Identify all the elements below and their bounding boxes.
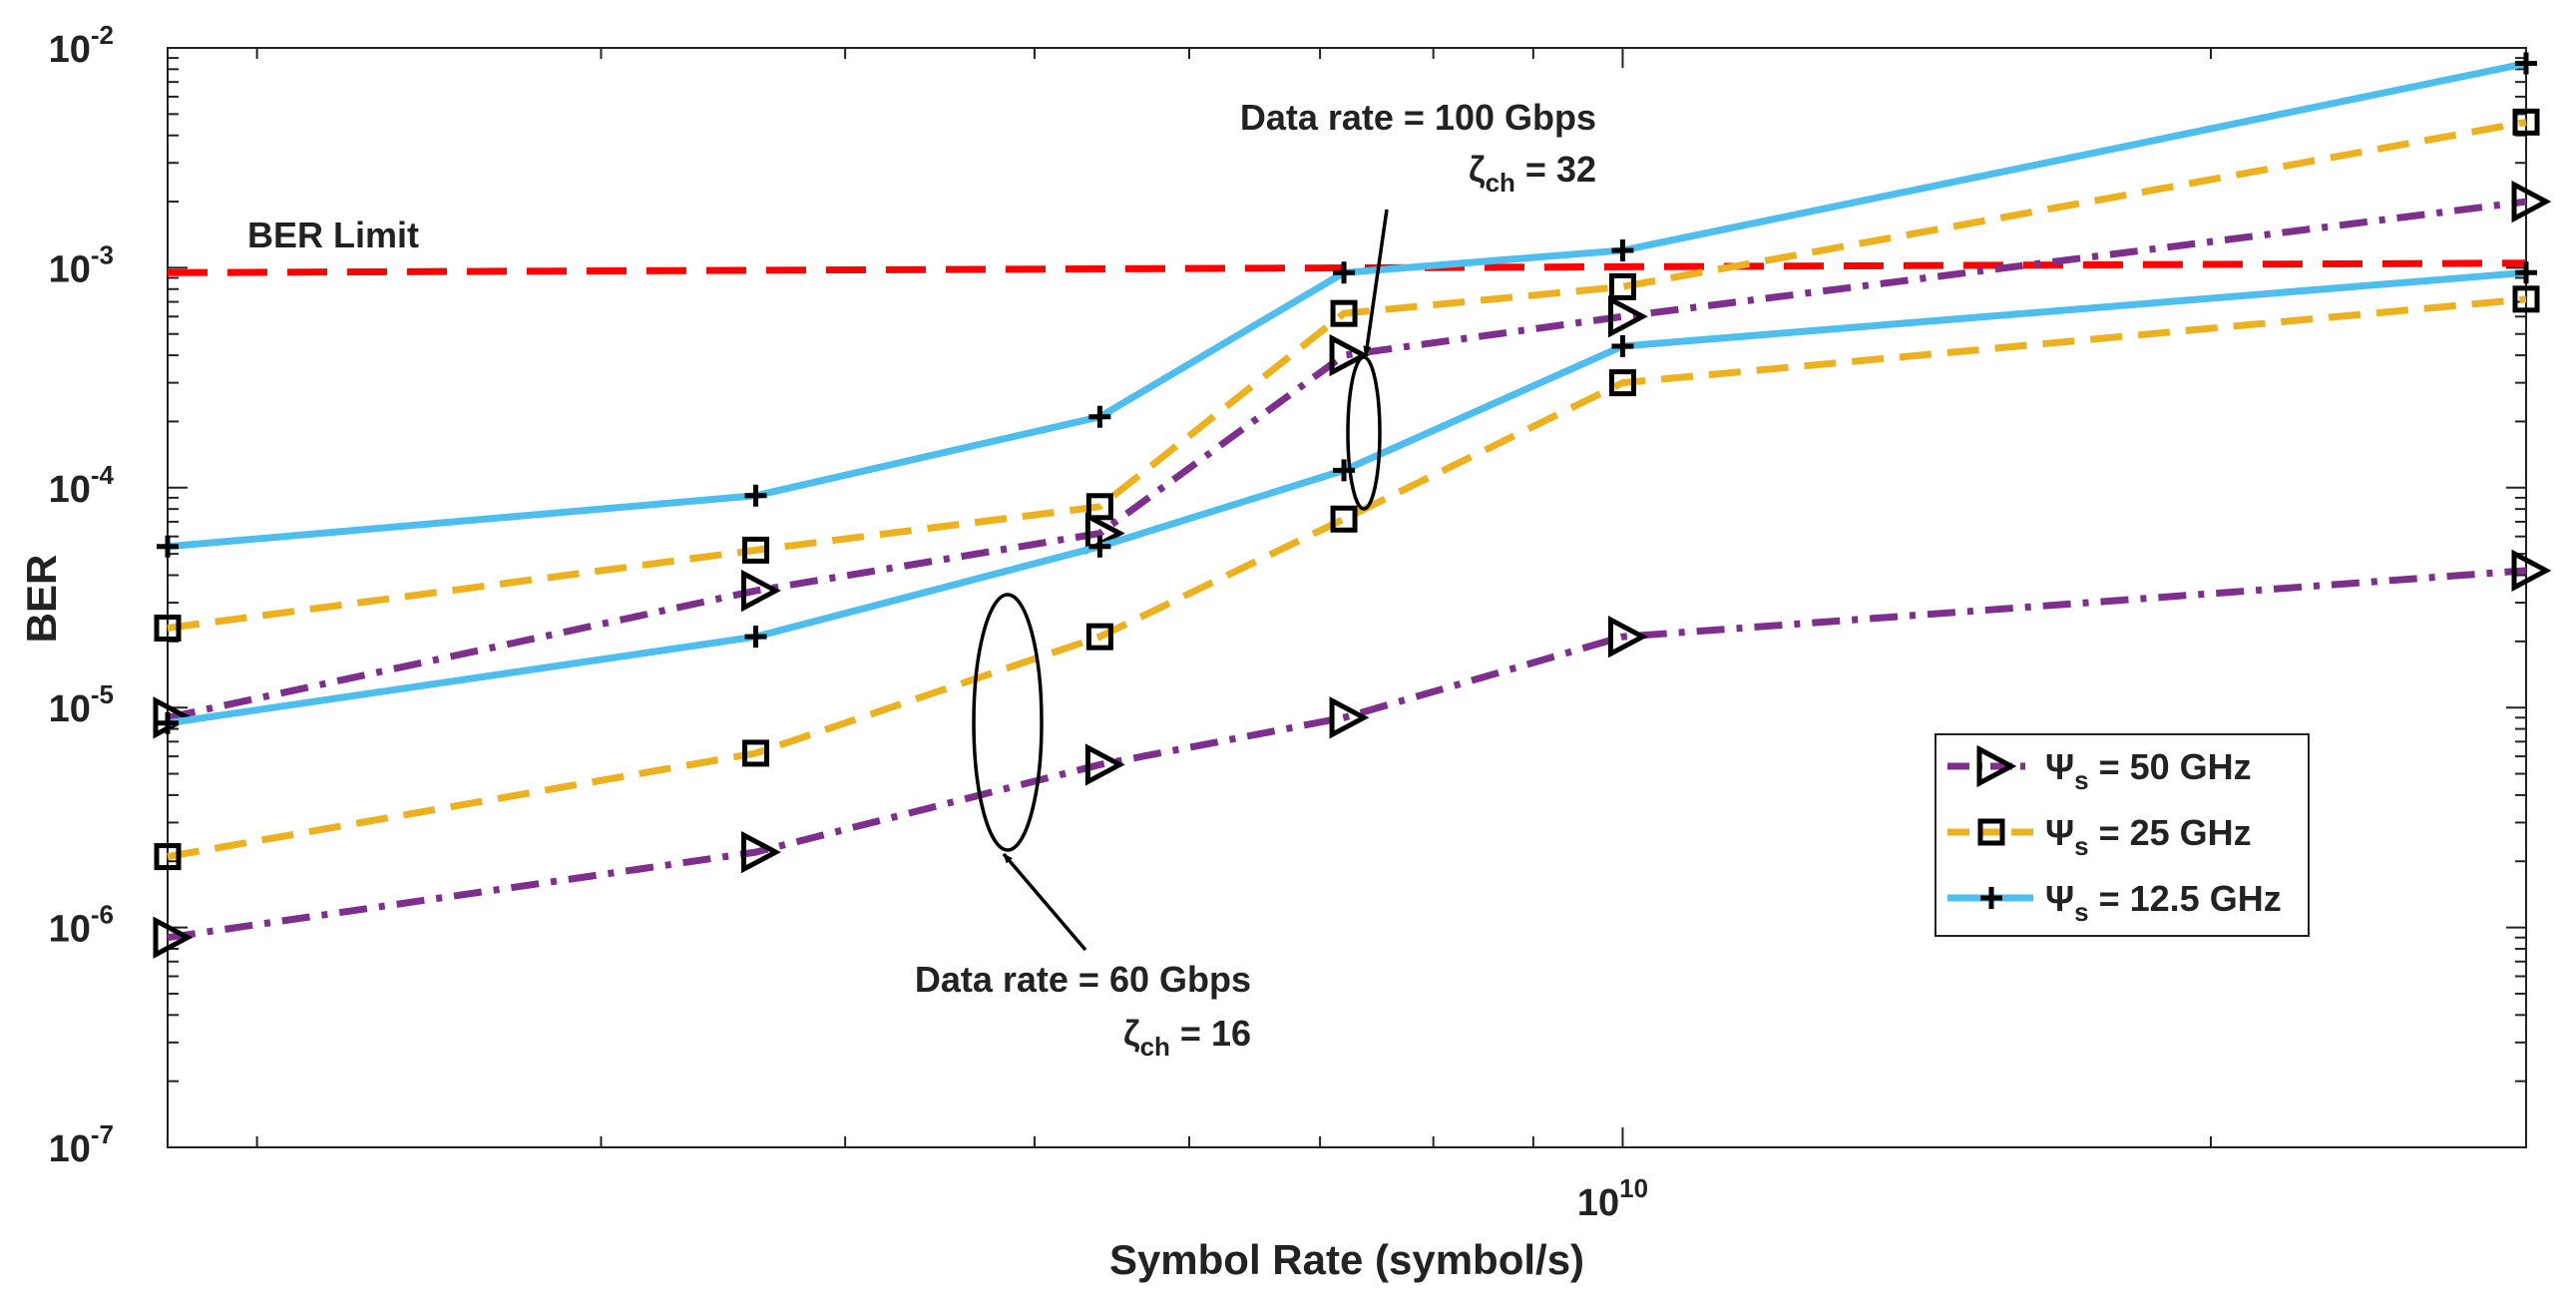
legend-label: Ψs = 50 GHz [2045, 746, 2252, 795]
marker-triangle [1607, 616, 1648, 658]
y-tick-label: 10-3 [49, 239, 114, 290]
y-tick-label: 10-7 [49, 1119, 114, 1170]
legend-entry: Ψs = 50 GHz [1947, 744, 2252, 795]
marker-square [154, 843, 182, 871]
marker-triangle [741, 830, 781, 874]
marker-triangle [1329, 696, 1370, 739]
y-tick-label: 10-5 [49, 679, 114, 730]
marker-plus [2515, 52, 2537, 75]
marker-square [1085, 493, 1113, 521]
marker-square [1330, 299, 1358, 327]
marker-triangle [153, 696, 194, 739]
legend: Ψs = 50 GHz Ψs = 25 GHz Ψs = 12.5 GHz [1934, 733, 2310, 937]
annotation-100gbps-line1: Data rate = 100 Gbps [1240, 97, 1596, 138]
zeta-subscript: ch [1486, 168, 1515, 198]
ber-limit-label: BER Limit [247, 215, 419, 255]
annotation-ellipse-100gbps [1346, 355, 1382, 511]
zeta-symbol: ζ [1469, 149, 1486, 190]
marker-plus [1088, 535, 1111, 558]
y-tick-label: 10-2 [49, 20, 114, 71]
marker-square [2512, 108, 2540, 136]
legend-label: Ψs = 12.5 GHz [2045, 878, 2282, 927]
zeta-symbol: ζ [1123, 1013, 1140, 1054]
ber-limit-line [167, 259, 2527, 276]
series-line [167, 295, 2527, 861]
marker-plus [2515, 261, 2537, 284]
legend-label: Ψs = 25 GHz [2045, 812, 2252, 861]
series-line [167, 567, 2527, 942]
marker-triangle [153, 916, 194, 959]
marker-square [1608, 369, 1636, 397]
marker-square [1977, 818, 2005, 846]
x-tick-labels: 1010 [1577, 1173, 1648, 1224]
marker-triangle [1607, 295, 1648, 338]
annotation-arrow-100gbps [1363, 209, 1389, 356]
series-0 [153, 180, 2552, 739]
series-line [167, 118, 2527, 632]
annotation-100gbps-line2: ζch = 32 [1469, 149, 1596, 198]
series-layer [153, 52, 2552, 959]
marker-triangle [2511, 180, 2552, 223]
y-tick-label: 10-4 [49, 460, 115, 511]
ber-limit-layer: BER Limit [167, 215, 2527, 276]
legend-entry: Ψs = 12.5 GHz [1947, 878, 2282, 927]
marker-triangle [1329, 333, 1370, 377]
series-line [167, 198, 2527, 721]
marker-square [1085, 623, 1113, 651]
series-1 [154, 108, 2540, 642]
marker-plus [157, 711, 179, 734]
marker-triangle [741, 569, 781, 613]
series-2 [157, 52, 2537, 558]
annotation-60gbps-line1: Data rate = 60 Gbps [915, 959, 1251, 1000]
annotation-arrow-60gbps [1002, 852, 1087, 952]
marker-plus [1088, 405, 1111, 428]
series-5 [157, 261, 2537, 734]
marker-square [1330, 505, 1358, 533]
marker-triangle [1976, 744, 2017, 788]
annotation-layer: Data rate = 100 Gbps ζch = 32 Data rate … [915, 97, 1596, 1062]
marker-square [742, 536, 770, 564]
zeta-subscript: ch [1140, 1032, 1170, 1062]
marker-plus [744, 484, 767, 507]
y-tick-label: 10-6 [49, 900, 114, 951]
y-tick-labels: 10-7 10-6 10-5 10-4 10-3 10-2 [49, 20, 115, 1170]
plot-area [167, 47, 2527, 1148]
zeta-value: = 16 [1170, 1013, 1251, 1054]
marker-plus [157, 535, 179, 558]
zeta-value: = 32 [1515, 149, 1596, 190]
x-axis-label: Symbol Rate (symbol/s) [1109, 1236, 1584, 1283]
annotation-ellipse-60gbps [972, 593, 1044, 852]
annotation-60gbps-line2: ζch = 16 [1123, 1013, 1251, 1062]
marker-plus [1980, 887, 2002, 909]
marker-plus [744, 626, 767, 649]
y-axis-label: BER [18, 555, 65, 644]
marker-triangle [1084, 743, 1125, 786]
x-tick-label: 1010 [1577, 1173, 1648, 1224]
marker-plus [1611, 238, 1634, 261]
marker-triangle [2511, 549, 2552, 592]
legend-entry: Ψs = 25 GHz [1947, 812, 2252, 861]
series-4 [154, 285, 2540, 871]
series-line [167, 268, 2527, 727]
marker-square [2512, 285, 2540, 313]
marker-square [1608, 272, 1636, 300]
series-3 [153, 549, 2552, 959]
marker-square [154, 614, 182, 642]
series-line [167, 60, 2527, 551]
marker-square [742, 739, 770, 767]
marker-plus [1611, 334, 1634, 357]
marker-plus [1333, 261, 1356, 284]
